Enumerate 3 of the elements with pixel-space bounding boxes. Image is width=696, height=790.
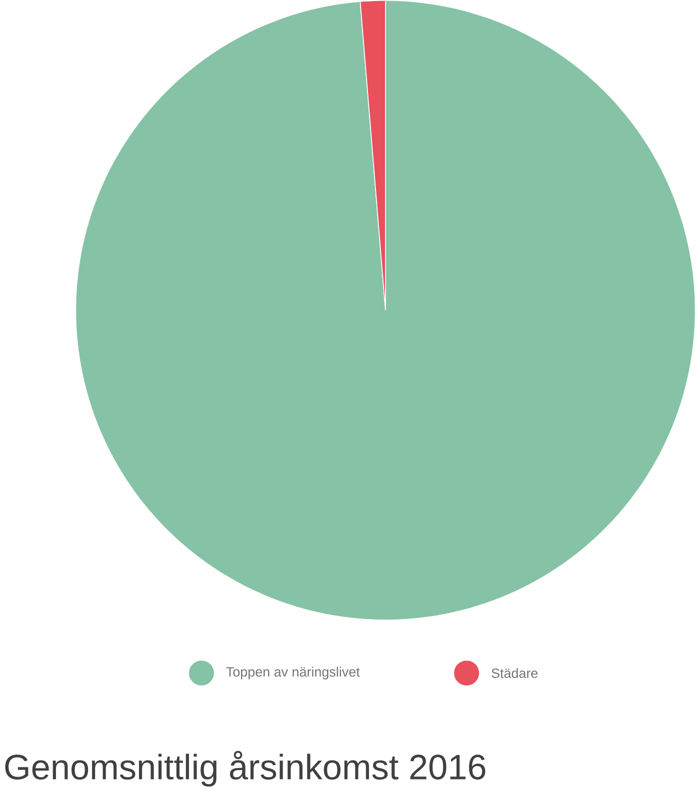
legend-label: Toppen av näringslivet bbox=[226, 666, 360, 680]
legend-label: Städare bbox=[492, 668, 538, 678]
text: Genomsnittlig årsinkomst 2016 bbox=[5, 750, 486, 787]
